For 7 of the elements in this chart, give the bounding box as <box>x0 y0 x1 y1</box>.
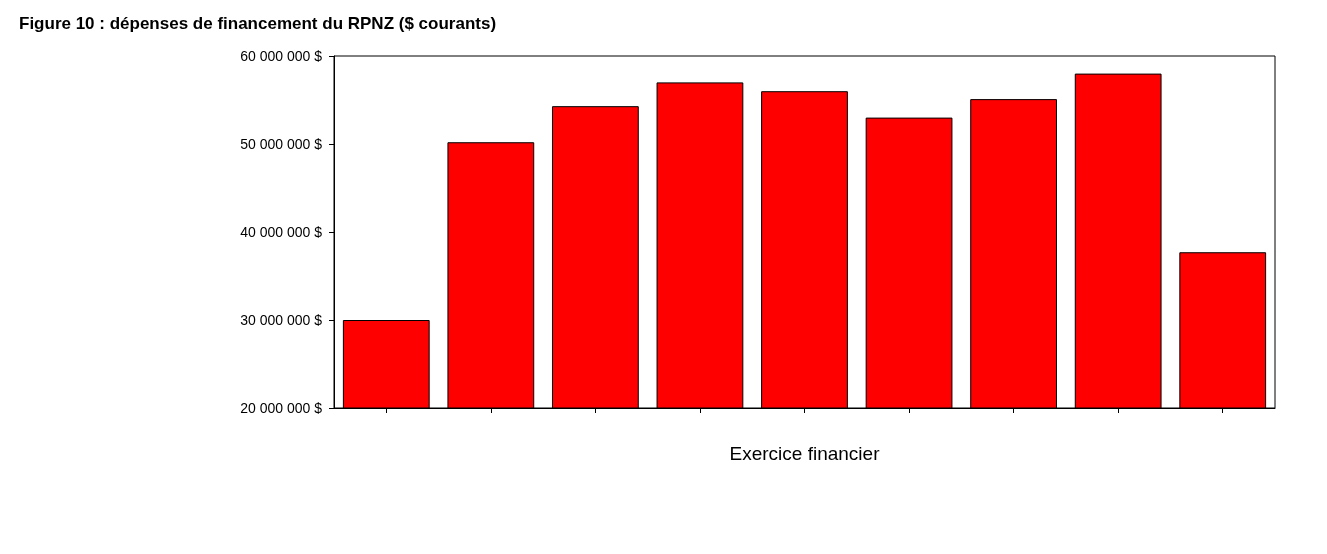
y-tick-label: 40 000 000 $ <box>240 224 323 240</box>
y-tick-label: 50 000 000 $ <box>240 136 323 152</box>
y-tick-label: 30 000 000 $ <box>240 312 323 328</box>
y-tick-label: 20 000 000 $ <box>240 400 323 416</box>
y-tick-label: 60 000 000 $ <box>240 48 323 64</box>
chart-title: Figure 10 : dépenses de financement du RPNZ ($ courants) <box>19 14 497 33</box>
x-axis-title: Exercice financier <box>729 443 881 464</box>
